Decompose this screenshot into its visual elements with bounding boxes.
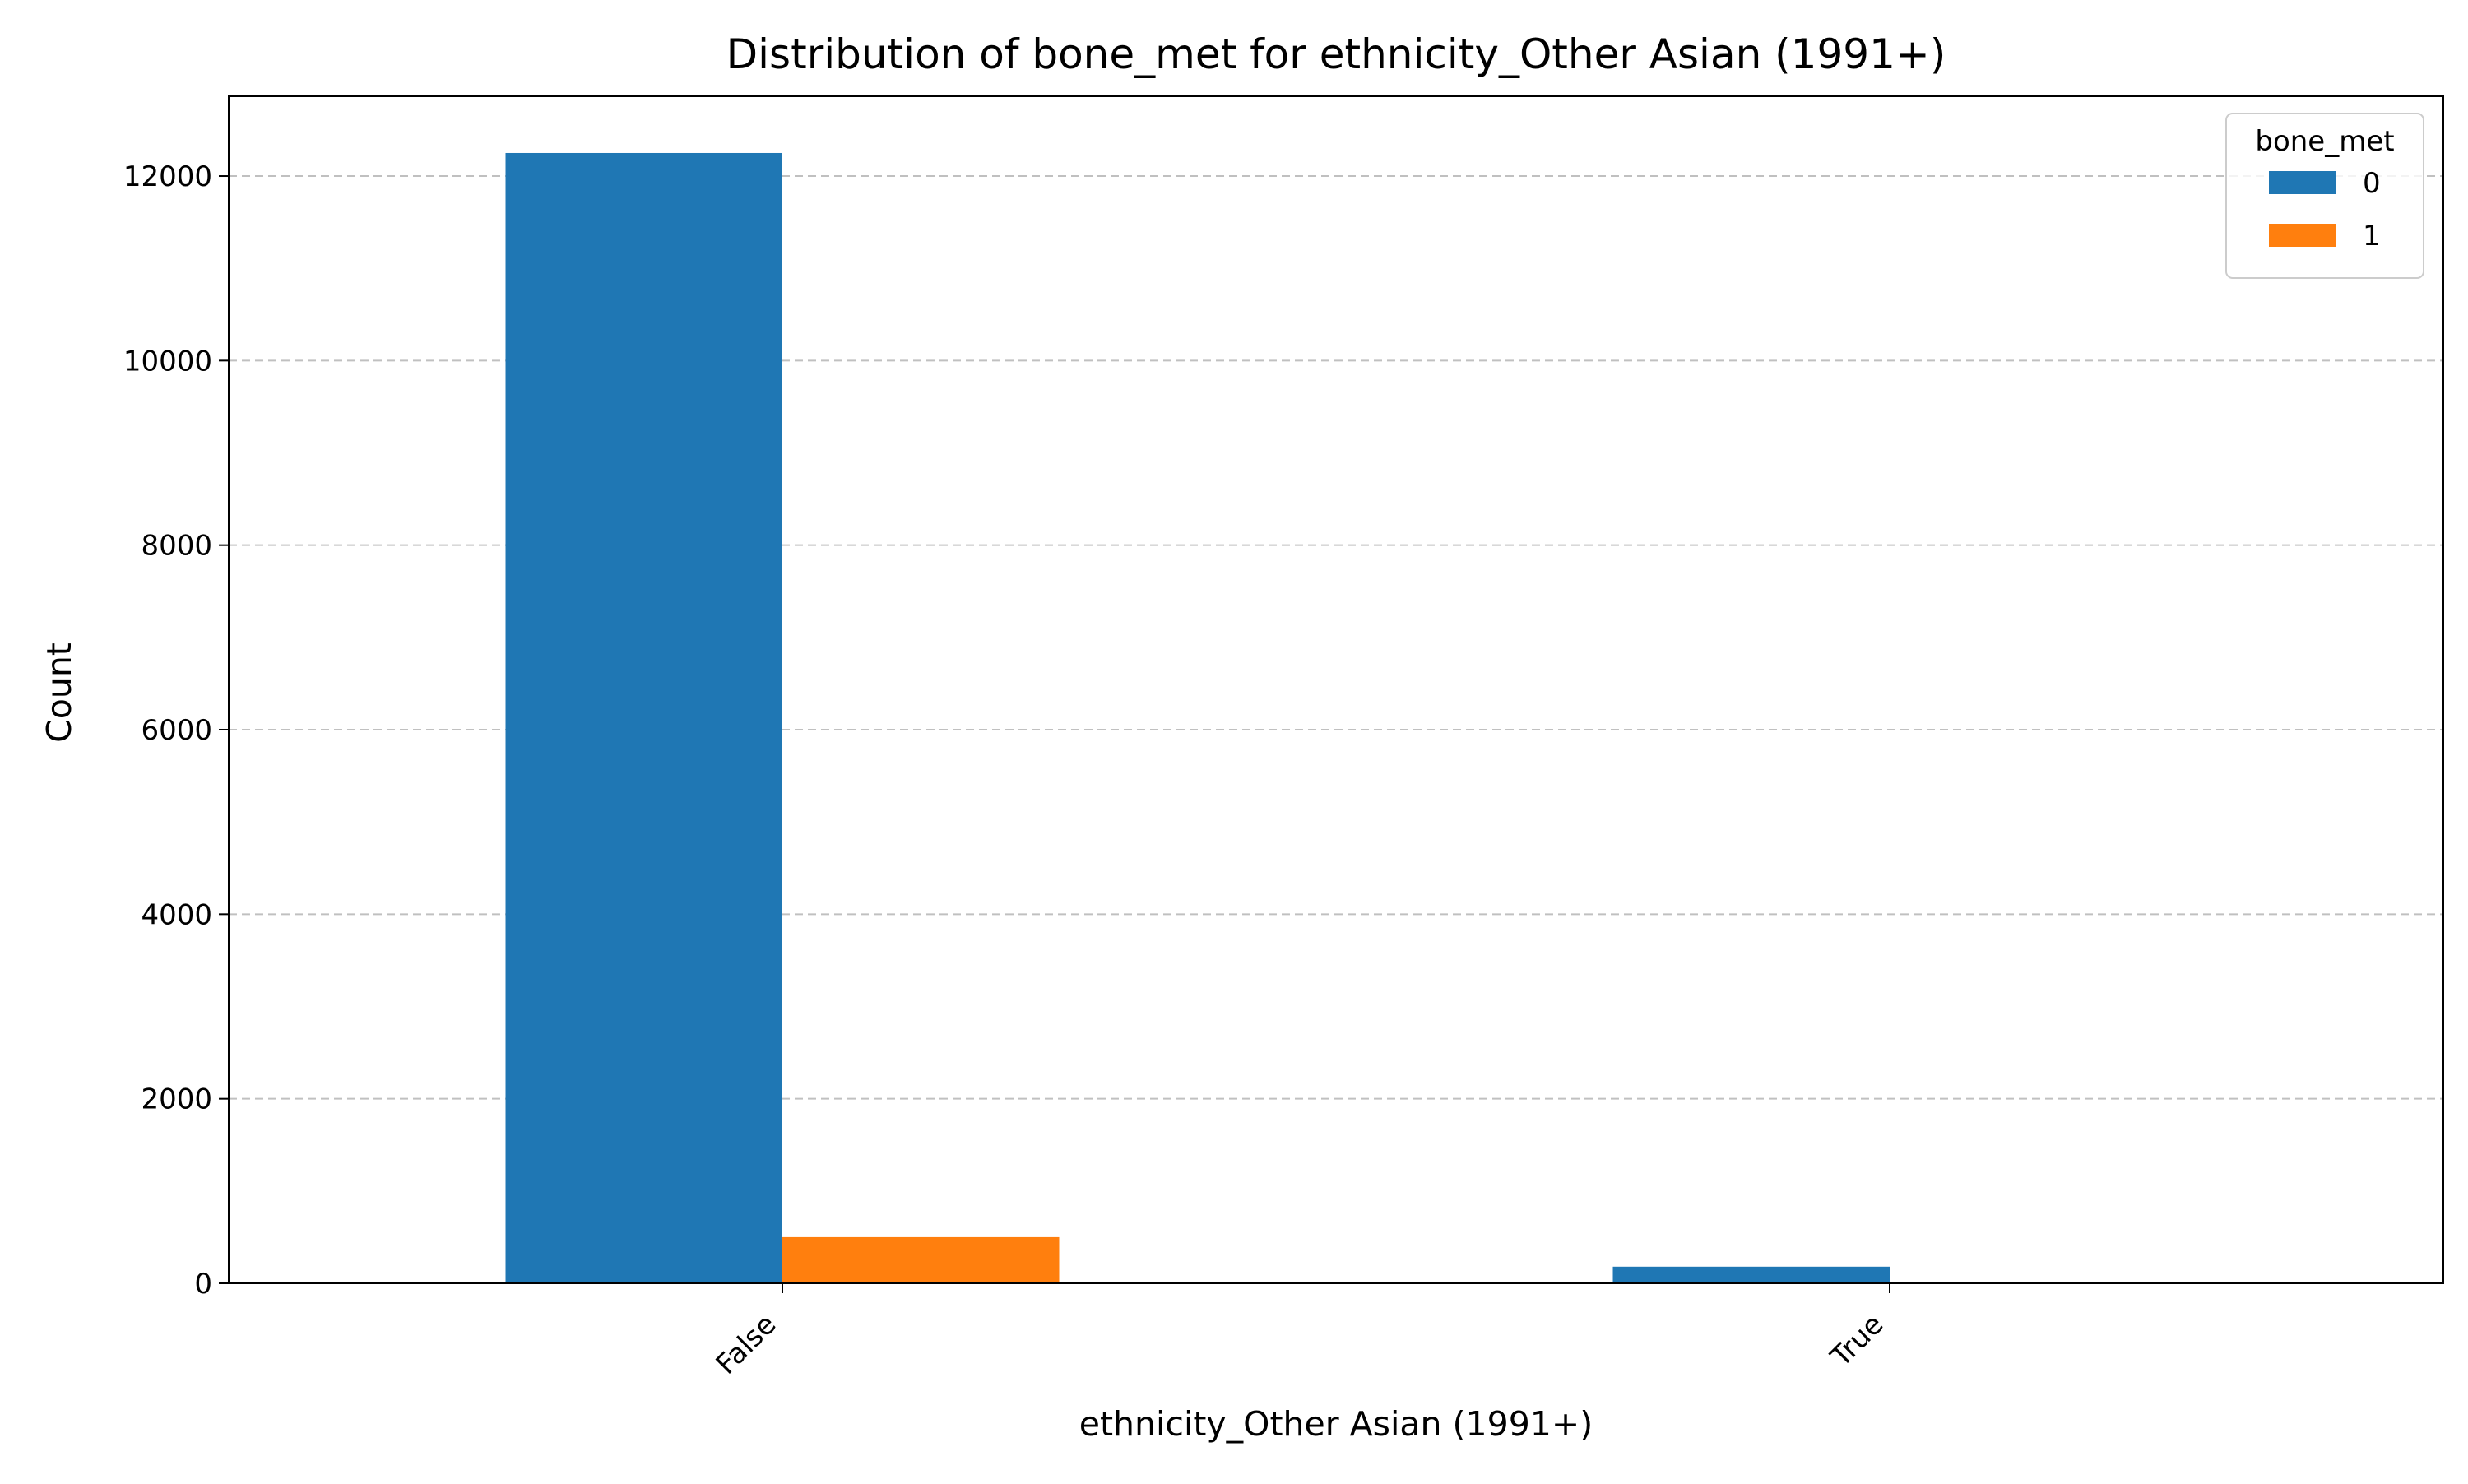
legend-title: bone_met	[2255, 125, 2394, 158]
legend-label: 1	[2363, 220, 2381, 253]
y-tick-label: 6000	[141, 714, 212, 747]
y-axis-label: Count	[39, 642, 79, 743]
bars	[505, 152, 1890, 1284]
legend: bone_met 01	[2225, 113, 2424, 279]
y-tick-label: 4000	[141, 898, 212, 931]
legend-items: 01	[2269, 167, 2381, 253]
y-tick-label: 10000	[123, 345, 212, 378]
y-tick-label: 12000	[123, 160, 212, 193]
plot-frame	[228, 95, 2444, 1284]
x-axis-label: ethnicity_Other Asian (1991+)	[1079, 1404, 1594, 1444]
legend-swatch	[2269, 224, 2336, 247]
legend-swatch	[2269, 171, 2336, 194]
bar-false-series-1	[782, 1236, 1060, 1283]
legend-label: 0	[2363, 167, 2381, 200]
y-tick-label: 8000	[141, 530, 212, 563]
y-tick-label: 2000	[141, 1083, 212, 1116]
bar-false-series-0	[505, 152, 782, 1284]
y-axis-ticks: 0 2000 4000 6000 8000 10000 12000	[123, 160, 229, 1301]
bar-true-series-0	[1612, 1266, 1890, 1283]
chart-title: Distribution of bone_met for ethnicity_O…	[726, 30, 1946, 78]
y-tick-label: 0	[194, 1268, 212, 1301]
